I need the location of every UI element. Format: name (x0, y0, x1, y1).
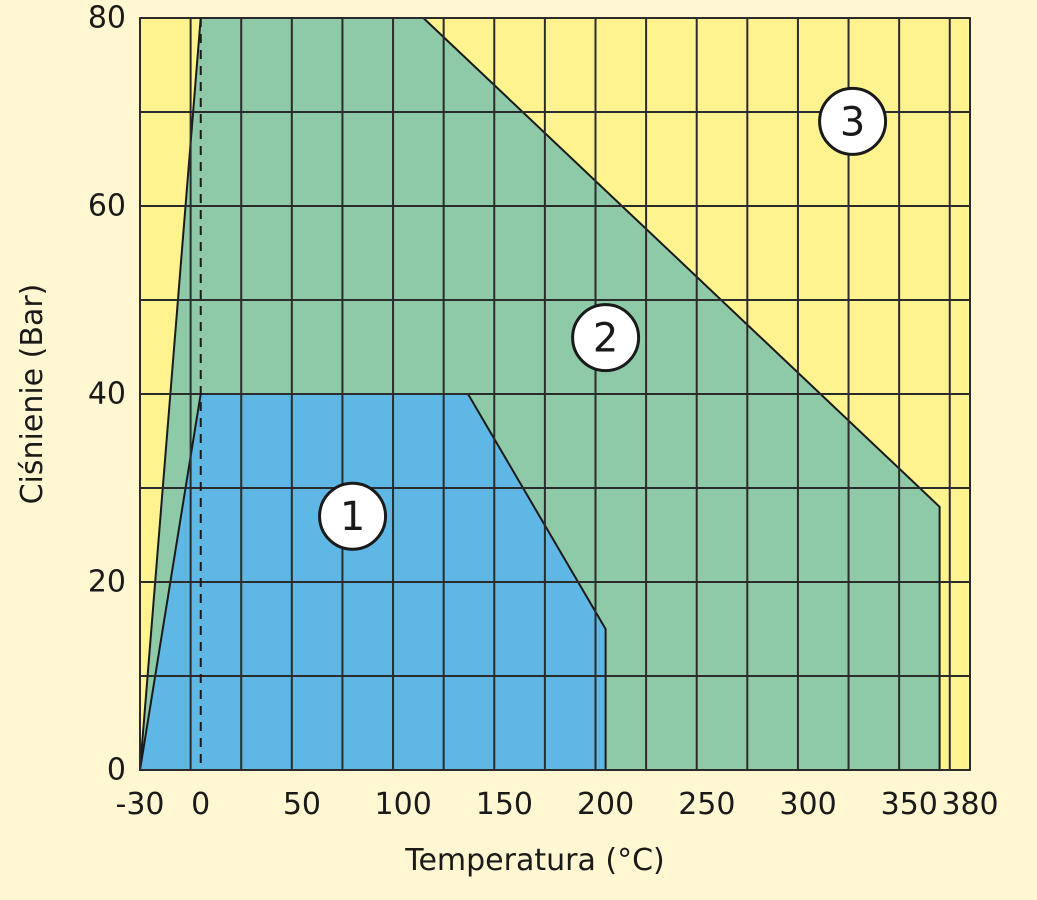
grid-layer (139, 17, 971, 771)
zone-1-label: 1 (340, 494, 365, 540)
y-axis-title: Ciśnienie (Bar) (15, 284, 50, 505)
y-tick-label: 60 (88, 189, 126, 224)
x-tick-label: 350 (881, 787, 938, 822)
y-tick-label: 80 (88, 1, 126, 36)
zone-labels-layer: 3 2 1 (318, 86, 888, 551)
x-tick-label: 50 (283, 787, 321, 822)
x-tick-label: -30 (116, 787, 165, 822)
zone-1-marker (318, 481, 388, 551)
x-tick-label: 200 (577, 787, 634, 822)
zone-3-marker (818, 86, 888, 156)
zone-2-marker (571, 303, 641, 373)
zone-2-label: 2 (593, 316, 618, 362)
y-tick-label: 40 (88, 377, 126, 412)
x-axis-title: Temperatura (°C) (404, 843, 665, 878)
y-tick-label: 0 (107, 753, 126, 788)
x-tick-label: 380 (941, 787, 998, 822)
x-tick-label: 100 (375, 787, 432, 822)
x-tick-label: 250 (678, 787, 735, 822)
zone-3-label: 3 (840, 99, 865, 145)
x-tick-label: 300 (779, 787, 836, 822)
x-tick-label: 0 (191, 787, 210, 822)
y-tick-label: 20 (88, 565, 126, 600)
x-tick-label: 150 (476, 787, 533, 822)
